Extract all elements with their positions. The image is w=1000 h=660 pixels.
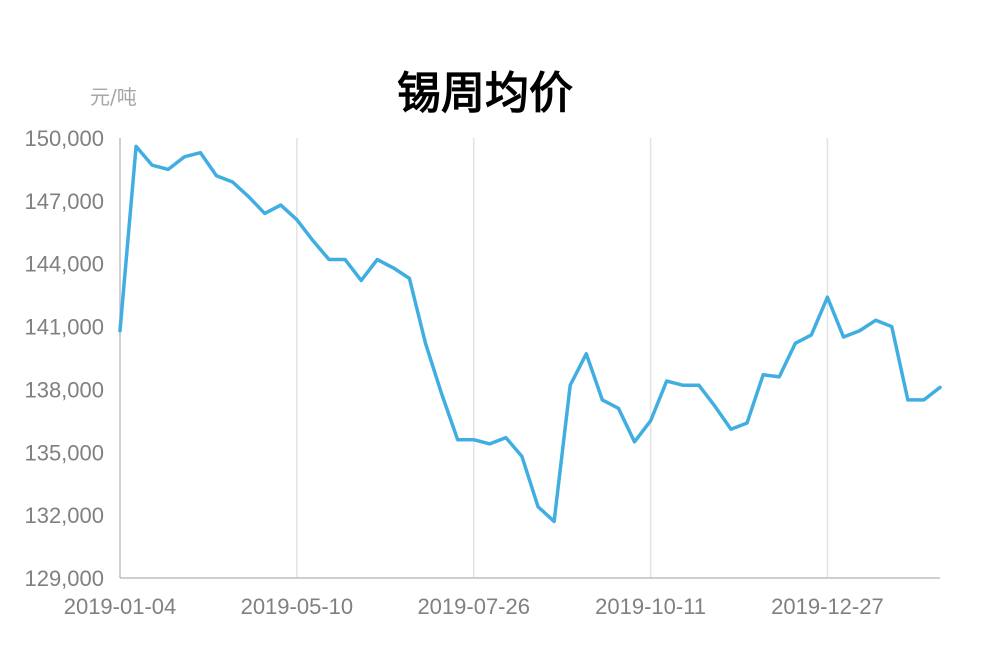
axes [119, 138, 940, 579]
x-axis-ticks: 2019-01-04 2019-05-10 2019-07-26 2019-10-11… [64, 594, 884, 619]
y-tick-label: 129,000 [24, 566, 104, 591]
y-tick-label: 141,000 [24, 315, 104, 340]
data-point [842, 335, 846, 339]
y-tick-label: 138,000 [24, 377, 104, 402]
y-tick-label: 144,000 [24, 252, 104, 277]
data-point [552, 519, 556, 523]
data-point [504, 436, 508, 440]
data-point [214, 174, 218, 178]
series-layer [118, 144, 942, 524]
data-point [777, 375, 781, 379]
data-point [874, 318, 878, 322]
data-point [616, 406, 620, 410]
data-point [407, 276, 411, 280]
data-point [681, 383, 685, 387]
data-point [520, 454, 524, 458]
data-point [713, 404, 717, 408]
y-axis-unit-label: 元/吨 [90, 85, 137, 109]
data-point [327, 258, 331, 262]
data-point [890, 325, 894, 329]
data-point [311, 239, 315, 243]
data-point [231, 180, 235, 184]
data-point [263, 211, 267, 215]
data-point [745, 421, 749, 425]
data-point [440, 392, 444, 396]
data-point [600, 398, 604, 402]
data-point [488, 442, 492, 446]
data-point [295, 218, 299, 222]
data-point [150, 163, 154, 167]
y-tick-label: 147,000 [24, 189, 104, 214]
data-point [761, 373, 765, 377]
series-line [118, 144, 942, 524]
data-point [118, 329, 122, 333]
data-point [134, 144, 138, 148]
data-point [938, 385, 942, 389]
y-tick-label: 132,000 [24, 503, 104, 528]
data-point [825, 295, 829, 299]
data-point [697, 383, 701, 387]
data-point [858, 329, 862, 333]
vertical-gridlines [296, 138, 829, 578]
data-point [247, 195, 251, 199]
data-point [793, 341, 797, 345]
y-tick-label: 135,000 [24, 440, 104, 465]
x-tick-label: 2019-05-10 [241, 594, 354, 619]
data-point [584, 352, 588, 356]
data-point [649, 419, 653, 423]
data-point [359, 278, 363, 282]
x-tick-label: 2019-12-27 [771, 594, 884, 619]
data-point [536, 505, 540, 509]
data-point [906, 398, 910, 402]
data-point [568, 383, 572, 387]
data-point [198, 151, 202, 155]
data-point [665, 379, 669, 383]
data-point [809, 333, 813, 337]
chart-title: 锡周均价 [397, 68, 573, 119]
data-point [166, 167, 170, 171]
data-point [633, 440, 637, 444]
data-point [279, 203, 283, 207]
data-point [729, 427, 733, 431]
data-point [343, 258, 347, 262]
data-point [375, 258, 379, 262]
y-tick-label: 150,000 [24, 126, 104, 151]
data-point [423, 341, 427, 345]
data-point [182, 155, 186, 159]
x-tick-label: 2019-07-26 [417, 594, 530, 619]
data-point [922, 398, 926, 402]
y-axis-ticks: 150,000 147,000 144,000 141,000 138,000 135,0… [24, 126, 104, 591]
data-point [472, 438, 476, 442]
data-point [391, 266, 395, 270]
x-tick-label: 2019-10-11 [595, 594, 706, 619]
x-tick-label: 2019-01-04 [64, 594, 177, 619]
data-point [456, 438, 460, 442]
